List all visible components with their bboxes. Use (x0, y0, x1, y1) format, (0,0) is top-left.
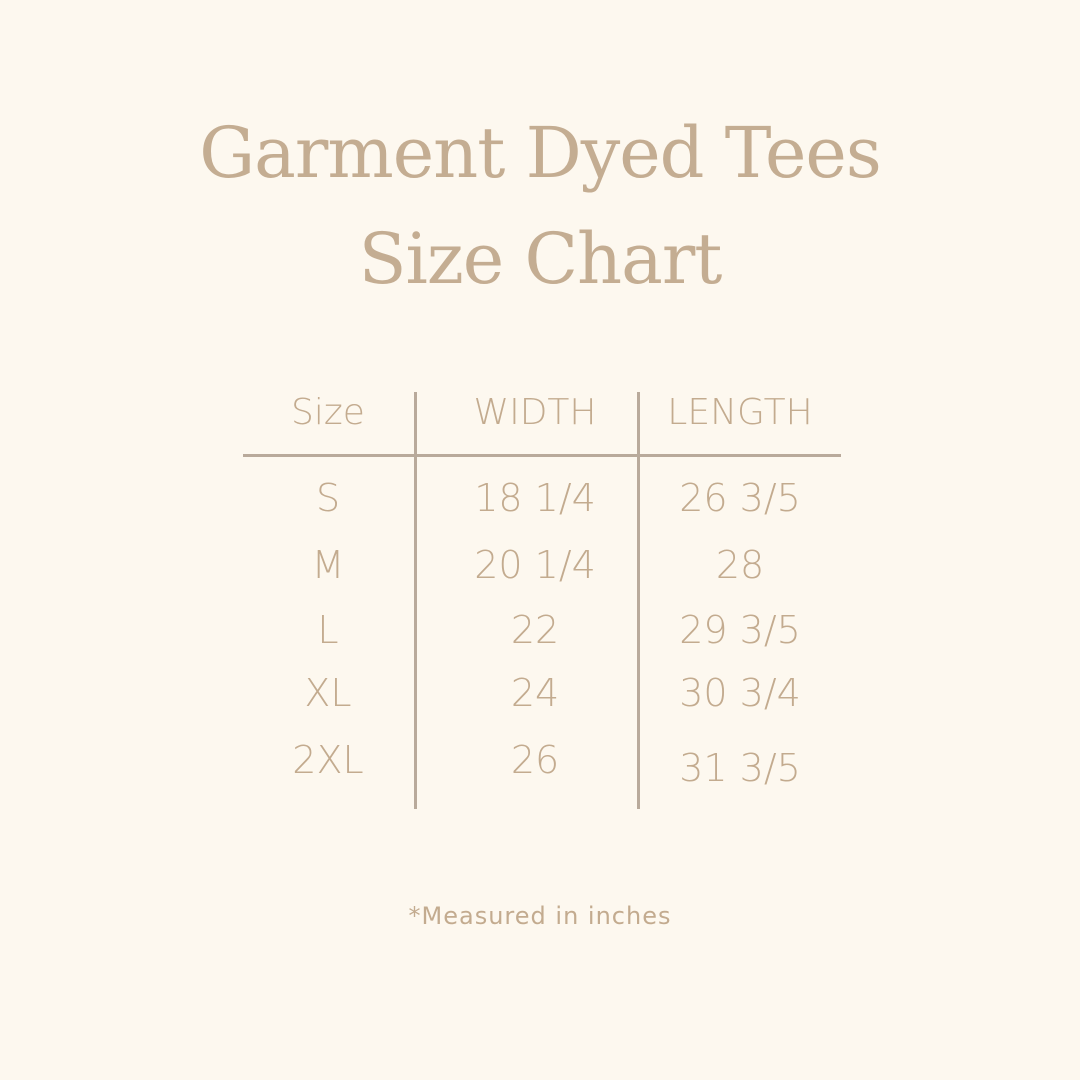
cell-size: M (311, 543, 345, 587)
cell-length: 29 3/5 (679, 608, 801, 652)
header-length: LENGTH (667, 392, 813, 433)
cell-width: 18 1/4 (474, 476, 596, 520)
cell-width: 22 (510, 608, 560, 652)
cell-length: 30 3/4 (679, 671, 801, 715)
cell-width: 26 (510, 738, 560, 782)
footnote: *Measured in inches (408, 902, 672, 930)
column-divider-1 (414, 392, 417, 809)
cell-size: L (317, 608, 339, 652)
cell-size: S (315, 476, 341, 520)
cell-length: 31 3/5 (679, 746, 801, 790)
cell-width: 20 1/4 (474, 543, 596, 587)
title-line-1: Garment Dyed Tees (199, 112, 882, 194)
header-size: Size (291, 392, 365, 433)
cell-length: 26 3/5 (679, 476, 801, 520)
cell-size: XL (304, 671, 352, 715)
title-line-2: Size Chart (358, 218, 723, 300)
header-divider (243, 454, 841, 457)
header-width: WIDTH (473, 392, 597, 433)
cell-length: 28 (715, 543, 765, 587)
cell-size: 2XL (292, 738, 364, 782)
cell-width: 24 (510, 671, 560, 715)
column-divider-2 (637, 392, 640, 809)
